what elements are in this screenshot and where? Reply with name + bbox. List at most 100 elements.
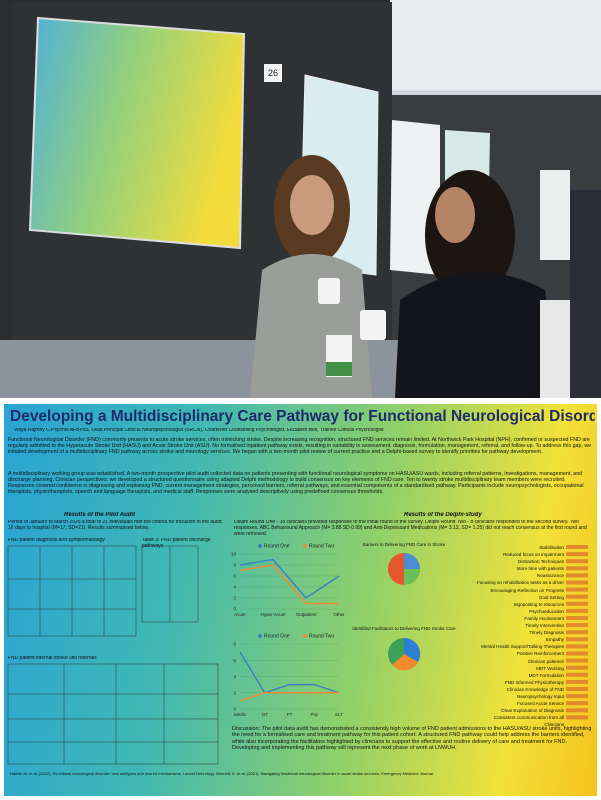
badge-stripe (326, 362, 352, 376)
poster: Developing a Multidisciplinary Care Path… (4, 404, 597, 796)
priority-list: Stabilisation Reduced focus on impairment… (474, 544, 564, 728)
priority-bar (566, 679, 588, 684)
priority-bar (566, 608, 588, 613)
priority-bars (566, 545, 588, 720)
y-tick-label: 4 (233, 674, 236, 679)
priority-bar (566, 651, 588, 656)
x-tick-label: Outpatient (296, 612, 318, 617)
legend-label: Round One (264, 544, 290, 550)
poster-graphics: 0 2 4 6 8 10 Acute Hyper-Acute Outpatient Other Ro… (7, 544, 588, 765)
priority-item: Goal Setting (538, 594, 564, 600)
y-tick-label: 8 (233, 642, 236, 647)
x-tick-label: SLT (335, 712, 343, 717)
priority-bar (566, 687, 588, 691)
poster-title: Developing a Multidisciplinary Care Path… (10, 408, 595, 425)
x-tick-label: Psy (310, 712, 318, 717)
priority-item: Encouraging Reflection on Progress (490, 587, 564, 593)
priority-bar (566, 601, 588, 606)
priority-item: Timely Diagnosis (529, 630, 564, 636)
legend-marker (303, 544, 307, 548)
section-heading: Results of the Pilot Audit (64, 512, 136, 518)
priority-item: Stabilisation (539, 545, 564, 550)
delphi-text: Delphi Round One - 18 clinicians provide… (234, 520, 587, 537)
priority-bar (566, 623, 588, 628)
x-tick-label: PT (287, 712, 293, 717)
pilot-text: Period of January to March 2025 a total … (8, 520, 223, 531)
poster-intro: Functional Neurological Disorder (FND) c… (8, 437, 592, 456)
priority-bar (566, 545, 588, 549)
priority-bar (566, 630, 588, 635)
tables (7, 545, 219, 765)
y-tick-label: 8 (233, 563, 236, 568)
legend-marker (258, 634, 262, 638)
priority-bar (566, 694, 588, 699)
pie-title: Barriers to Delivering FND Care in Strok… (362, 542, 446, 547)
priority-bar (566, 665, 588, 670)
priority-item: Distraction Techniques (517, 559, 564, 565)
woman-left (250, 254, 372, 398)
poster-authors: Vidya Rajmoy C.Psychol AFBPsS, Lead Prin… (14, 428, 384, 433)
ceiling (360, 0, 601, 90)
board-sign (264, 64, 282, 82)
pie-slice (404, 637, 421, 662)
board-number: 26 (268, 68, 278, 78)
conference-photo: 26 (0, 0, 601, 398)
series-line (239, 651, 340, 694)
series-line (239, 558, 340, 599)
pie-slice (404, 553, 420, 569)
priority-bar (566, 616, 588, 620)
pie-slice (404, 569, 420, 585)
priority-bar (566, 708, 588, 713)
priority-bar (566, 559, 588, 564)
face (290, 175, 334, 235)
x-tick-label: OT (262, 712, 269, 717)
far-poster (540, 170, 570, 260)
poster-methods: A multidisciplinary working group was es… (8, 471, 584, 496)
table-title: FND patient diagnosis and symptomatology (8, 538, 105, 543)
priority-bar (566, 566, 588, 571)
legend-label: Round Two (309, 634, 334, 640)
priority-bar (566, 573, 588, 578)
y-tick-label: 2 (233, 690, 236, 695)
y-tick-label: 0 (233, 707, 236, 712)
priority-item: Mental Health Support/Talking Therapies (481, 644, 564, 650)
priority-item: Family Involvement (524, 615, 564, 621)
priority-item: FND Informed Physiotherapy (504, 679, 564, 685)
priority-item: Empathy (545, 637, 564, 643)
person-edge (570, 190, 601, 398)
priority-item: Positive Reinforcement (516, 651, 564, 657)
x-tick-label: Other (333, 612, 345, 617)
priority-item: Clinician Knowledge of FND (506, 686, 564, 692)
priority-bar (566, 587, 588, 592)
y-tick-label: 6 (233, 574, 236, 579)
discussion: Discussion: The pilot data audit has dem… (232, 726, 592, 751)
priority-item: Consistent communication from all Clinic… (493, 715, 564, 728)
priority-item: More time with patients (516, 566, 564, 572)
priority-bar (566, 644, 588, 649)
priority-item: Focused Acute Service (517, 701, 564, 707)
priority-item: Reduced focus on impairment (502, 552, 564, 558)
priority-item: MDT Working (536, 665, 564, 671)
section-heading: Results of the Delphi-study (404, 512, 482, 518)
x-tick-label: Medic (234, 712, 247, 717)
legend-marker (258, 544, 262, 548)
priority-item: Signposting to resources (513, 601, 564, 607)
priority-bar (566, 672, 588, 677)
references: Hallett, M. et al. (2022). Functional ne… (10, 772, 434, 776)
pie-title: Identified Facilitators to Delivering FN… (352, 626, 456, 631)
poster-on-board (28, 16, 246, 250)
priority-item: MDT Formulation (528, 672, 564, 678)
face (435, 187, 475, 243)
priority-bar (566, 658, 588, 663)
priority-item: Timely Intervention (525, 623, 564, 629)
y-tick-label: 10 (231, 552, 237, 557)
series-line (239, 692, 339, 702)
y-tick-label: 4 (233, 585, 236, 590)
cup (318, 278, 340, 304)
x-tick-label: Hyper-Acute (260, 612, 286, 617)
y-tick-label: 6 (233, 658, 236, 663)
legend-label: Round One (264, 634, 290, 640)
priority-item: Clear Explanation of Diagnosis (501, 708, 564, 714)
y-tick-label: 0 (233, 607, 236, 612)
